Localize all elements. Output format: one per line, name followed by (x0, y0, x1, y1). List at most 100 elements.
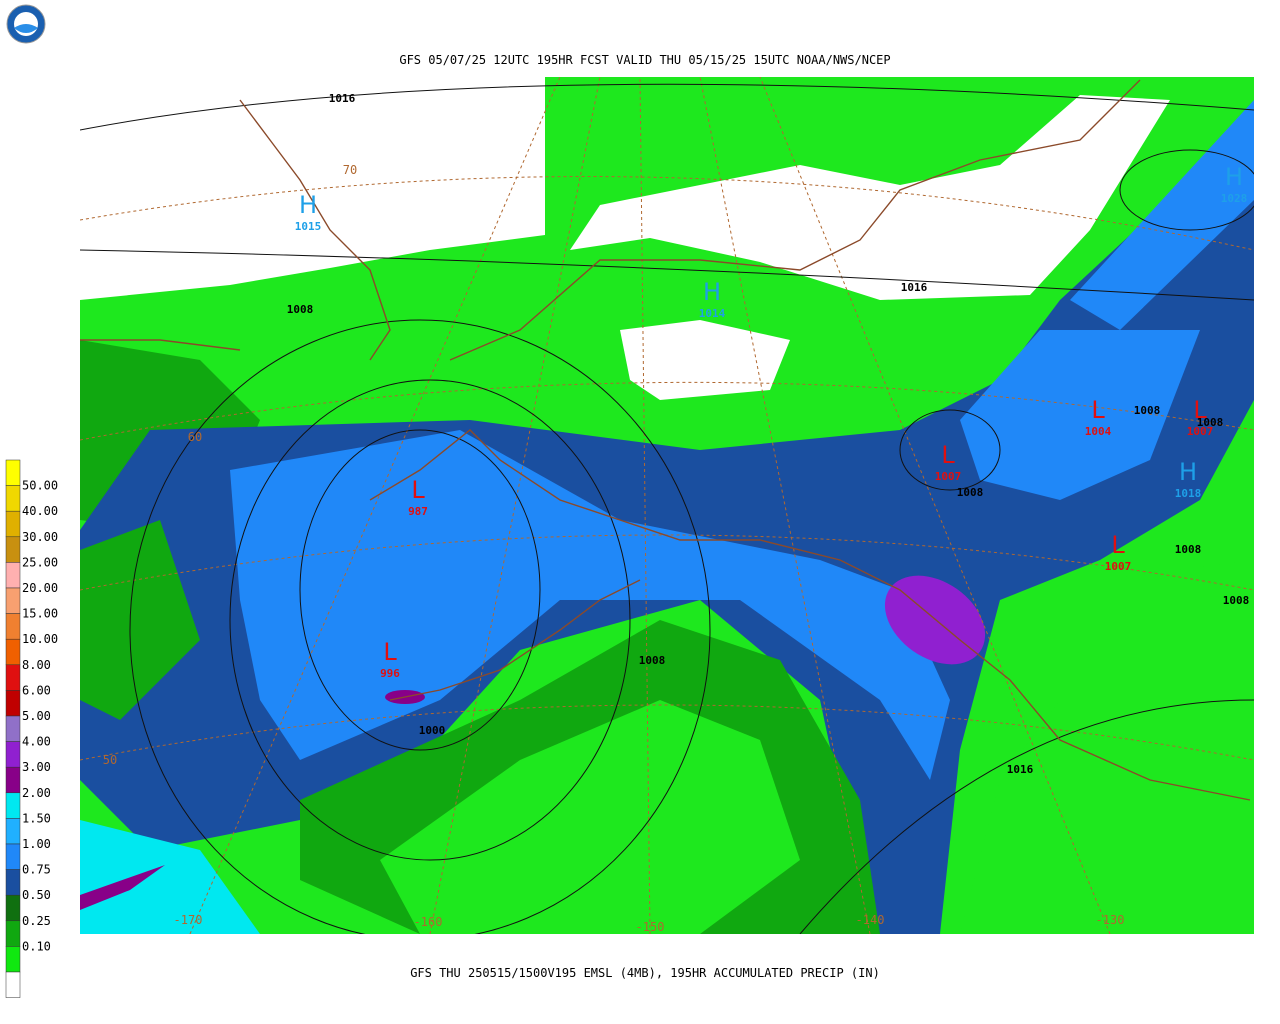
legend-swatch (5, 946, 21, 973)
legend-swatch (5, 638, 21, 666)
legend-swatch (5, 894, 21, 922)
grid-label: -170 (174, 913, 203, 927)
no-precip (570, 95, 1170, 300)
isobar-label: 1008 (287, 303, 314, 316)
isobar-label: 1016 (329, 92, 356, 105)
grid-label: 60 (188, 430, 202, 444)
pressure-symbol: L (383, 638, 397, 666)
legend-swatch (5, 587, 21, 614)
precip-light (80, 520, 200, 720)
legend-label: 5.00 (22, 709, 51, 723)
legend-label: 15.00 (22, 607, 58, 621)
no-precip (80, 77, 545, 300)
legend-swatch (5, 971, 21, 998)
grid-label: -130 (1096, 913, 1125, 927)
legend-swatch (5, 459, 21, 486)
map: H1015H1014H1028H1018L987L996L1007L1004L1… (80, 77, 1254, 934)
legend-label: 30.00 (22, 530, 58, 544)
pressure-symbol: H (299, 191, 317, 219)
precip-light (960, 560, 1254, 934)
isobar-label: 1008 (639, 654, 666, 667)
legend-swatch (5, 792, 21, 819)
grid-label: -140 (856, 913, 885, 927)
pressure-value: 1007 (1105, 560, 1132, 573)
isobars (80, 83, 1254, 934)
legend-label: 10.00 (22, 632, 58, 646)
no-precip (620, 320, 790, 400)
legend-swatch (5, 536, 21, 563)
legend-label: 1.50 (22, 811, 51, 825)
legend-label: 3.00 (22, 760, 51, 774)
legend-label: 4.00 (22, 735, 51, 749)
isobar-label: 1008 (1134, 404, 1161, 417)
noaa-logo (6, 4, 46, 44)
precip-100 (960, 330, 1200, 500)
precip-field (80, 77, 1254, 934)
pressure-value: 1028 (1221, 192, 1248, 205)
pressure-symbol: H (703, 278, 721, 306)
pressure-symbol: L (1193, 396, 1207, 424)
pressure-value: 1015 (295, 220, 322, 233)
pressure-symbol: L (411, 476, 425, 504)
legend-swatch (5, 664, 21, 691)
map-title: GFS 05/07/25 12UTC 195HR FCST VALID THU … (399, 53, 890, 67)
logo-bird (14, 24, 38, 33)
pressure-value: 1007 (1187, 425, 1214, 438)
pressure-symbol: L (1091, 396, 1105, 424)
pressure-value: 1007 (935, 470, 962, 483)
lat-lon-grid (80, 77, 1254, 934)
legend-swatch (5, 613, 21, 640)
legend-label: 40.00 (22, 504, 58, 518)
legend-swatch (5, 485, 21, 512)
precip-300 (80, 865, 165, 910)
legend-swatch (5, 562, 21, 589)
isobar-label: 1008 (1223, 594, 1250, 607)
legend-swatch (5, 843, 21, 870)
pressure-value: 1004 (1085, 425, 1112, 438)
legend-label: 50.00 (22, 479, 58, 493)
isobar-label: 1008 (1175, 543, 1202, 556)
pressure-value: 1018 (1175, 487, 1202, 500)
grid-label: 70 (343, 163, 357, 177)
pressure-value: 996 (380, 667, 400, 680)
map-caption: GFS THU 250515/1500V195 EMSL (4MB), 195H… (410, 966, 880, 980)
legend-swatch (5, 690, 21, 717)
legend-swatch (5, 766, 21, 794)
pressure-symbol: H (1179, 458, 1197, 486)
legend-label: 8.00 (22, 658, 51, 672)
color-legend: 50.00 40.00 30.00 25.00 20.00 15.00 10.00 8.00 6… (5, 459, 58, 998)
pressure-value: 1014 (699, 307, 726, 320)
isobar-label: 1008 (957, 486, 984, 499)
legend-label: 0.25 (22, 914, 51, 928)
legend-swatch (5, 510, 21, 538)
isobar-label: 1000 (419, 724, 446, 737)
grid-label: 50 (103, 753, 117, 767)
legend-label: 0.50 (22, 888, 51, 902)
pressure-symbol: L (1111, 531, 1125, 559)
isobar-label: 1016 (901, 281, 928, 294)
legend-label: 2.00 (22, 786, 51, 800)
coastline (80, 79, 1251, 801)
isobar-label: 1008 (1197, 416, 1224, 429)
legend-label: 25.00 (22, 555, 58, 569)
legend-label: 6.00 (22, 683, 51, 697)
legend-swatch (5, 715, 21, 742)
grid-label: -150 (636, 920, 665, 934)
legend-label: 1.00 (22, 837, 51, 851)
legend-label: 0.75 (22, 863, 51, 877)
legend-swatch (5, 920, 21, 947)
legend-swatch (5, 818, 21, 845)
legend-label: 0.10 (22, 939, 51, 953)
legend-swatch (5, 869, 21, 896)
precip-150 (1070, 100, 1254, 330)
isobar-label: 1016 (1007, 763, 1034, 776)
pressure-symbol: H (1225, 163, 1243, 191)
pressure-value: 987 (408, 505, 428, 518)
precip-200 (80, 820, 260, 934)
precip-075 (80, 120, 1254, 934)
precip-light (380, 700, 800, 934)
legend-label: 20.00 (22, 581, 58, 595)
legend-swatch (5, 741, 21, 768)
pressure-symbol: L (941, 441, 955, 469)
